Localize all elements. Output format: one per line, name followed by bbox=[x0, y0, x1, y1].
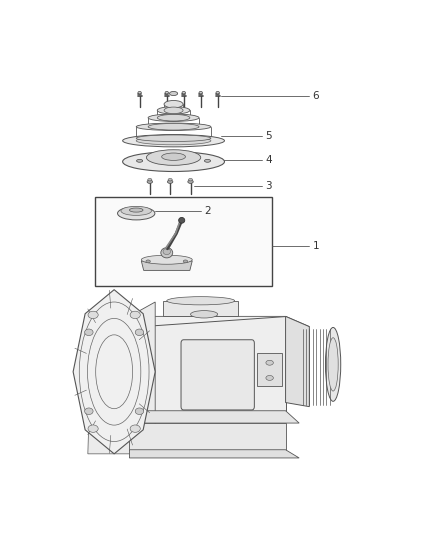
Ellipse shape bbox=[163, 248, 170, 255]
Ellipse shape bbox=[157, 115, 190, 121]
Ellipse shape bbox=[130, 425, 140, 432]
Ellipse shape bbox=[148, 114, 199, 122]
Ellipse shape bbox=[117, 207, 155, 220]
Polygon shape bbox=[286, 317, 309, 407]
Ellipse shape bbox=[129, 208, 143, 212]
Polygon shape bbox=[130, 450, 299, 458]
Ellipse shape bbox=[157, 107, 190, 114]
Ellipse shape bbox=[183, 260, 187, 263]
Ellipse shape bbox=[123, 152, 224, 172]
Ellipse shape bbox=[188, 180, 193, 183]
Ellipse shape bbox=[168, 179, 172, 181]
Ellipse shape bbox=[170, 92, 178, 95]
Bar bbox=[95, 197, 272, 286]
Ellipse shape bbox=[205, 159, 211, 162]
Text: 2: 2 bbox=[204, 206, 211, 216]
Ellipse shape bbox=[328, 338, 338, 391]
Ellipse shape bbox=[123, 134, 224, 147]
Text: 6: 6 bbox=[313, 91, 319, 101]
Ellipse shape bbox=[162, 153, 185, 160]
Polygon shape bbox=[130, 317, 286, 411]
Ellipse shape bbox=[85, 408, 93, 415]
Bar bbox=[163, 301, 238, 317]
Ellipse shape bbox=[167, 180, 173, 183]
Ellipse shape bbox=[146, 150, 201, 165]
Ellipse shape bbox=[266, 360, 273, 365]
Ellipse shape bbox=[138, 92, 141, 94]
Ellipse shape bbox=[147, 180, 152, 183]
Ellipse shape bbox=[130, 311, 140, 319]
Ellipse shape bbox=[146, 260, 150, 263]
Ellipse shape bbox=[148, 124, 199, 130]
Ellipse shape bbox=[188, 179, 193, 181]
Ellipse shape bbox=[161, 248, 173, 258]
Bar bbox=[130, 423, 286, 450]
Ellipse shape bbox=[88, 425, 98, 432]
Ellipse shape bbox=[135, 408, 144, 415]
Ellipse shape bbox=[266, 375, 273, 381]
Ellipse shape bbox=[136, 135, 211, 142]
FancyBboxPatch shape bbox=[181, 340, 254, 410]
Polygon shape bbox=[141, 261, 192, 270]
Ellipse shape bbox=[167, 297, 235, 305]
Text: 4: 4 bbox=[265, 155, 272, 165]
Ellipse shape bbox=[179, 217, 185, 223]
Ellipse shape bbox=[325, 327, 341, 401]
Polygon shape bbox=[130, 411, 299, 423]
Ellipse shape bbox=[165, 92, 169, 94]
Ellipse shape bbox=[88, 311, 98, 319]
Ellipse shape bbox=[164, 101, 183, 108]
Polygon shape bbox=[73, 290, 155, 454]
Ellipse shape bbox=[135, 329, 144, 336]
Ellipse shape bbox=[191, 311, 218, 318]
Ellipse shape bbox=[136, 136, 211, 145]
Polygon shape bbox=[88, 423, 141, 454]
Ellipse shape bbox=[148, 179, 152, 181]
Polygon shape bbox=[257, 353, 282, 386]
Ellipse shape bbox=[137, 159, 143, 162]
Ellipse shape bbox=[199, 92, 202, 94]
Ellipse shape bbox=[121, 206, 152, 215]
Text: 1: 1 bbox=[313, 241, 319, 251]
Polygon shape bbox=[130, 317, 309, 327]
Text: 3: 3 bbox=[265, 181, 272, 191]
Ellipse shape bbox=[136, 123, 211, 131]
Ellipse shape bbox=[164, 107, 183, 114]
Polygon shape bbox=[130, 302, 155, 441]
Ellipse shape bbox=[85, 329, 93, 336]
Ellipse shape bbox=[141, 255, 192, 264]
Text: 5: 5 bbox=[265, 131, 272, 141]
Ellipse shape bbox=[216, 92, 219, 94]
Ellipse shape bbox=[182, 92, 185, 94]
